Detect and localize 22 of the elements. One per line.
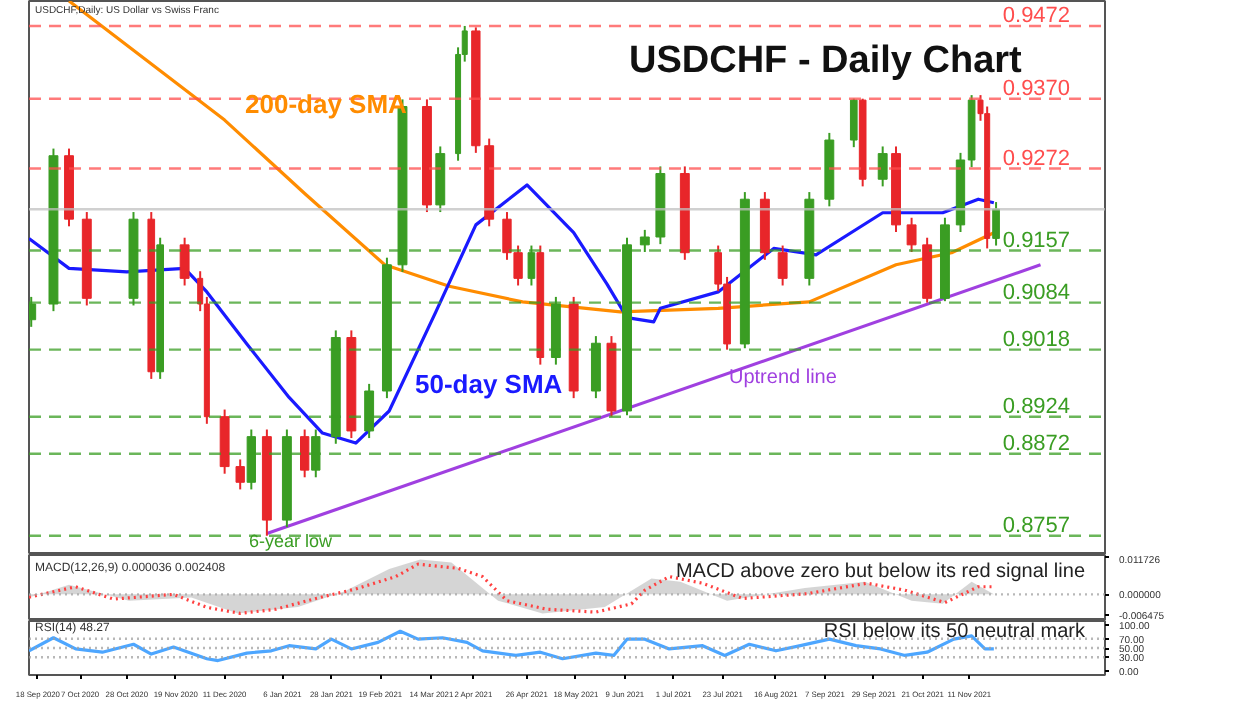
- candlestick: [777, 244, 788, 287]
- annotation: 200-day SMA: [245, 89, 409, 119]
- ref-line-label: 0.9018: [1002, 327, 1071, 352]
- annotation: 6-year low: [249, 531, 334, 551]
- ref-line-label: 0.9472: [1002, 3, 1071, 28]
- text: USDCHF - Daily Chart: [629, 40, 1024, 82]
- candlestick: [849, 97, 858, 149]
- candlestick: [235, 458, 245, 491]
- annotation: 50-day SMA: [415, 369, 564, 399]
- candlestick: [179, 236, 190, 287]
- ref-line-label: 0.9272: [1002, 146, 1071, 171]
- ref-line-label: 0.8757: [1002, 513, 1071, 538]
- ref-line-label: 0.8924: [1002, 394, 1071, 419]
- ref-line-label: 0.9084: [1002, 280, 1071, 305]
- ref-line-label: 0.9370: [1002, 76, 1071, 101]
- annotation: Uptrend line: [729, 367, 838, 389]
- candlestick: [906, 216, 917, 253]
- candlestick: [300, 428, 310, 479]
- annotation: MACD above zero but below its red signal line: [675, 561, 1086, 583]
- ref-line-label: 0.8872: [1002, 431, 1071, 456]
- ref-line-label: 0.9157: [1002, 228, 1071, 253]
- candlestick: [877, 145, 888, 188]
